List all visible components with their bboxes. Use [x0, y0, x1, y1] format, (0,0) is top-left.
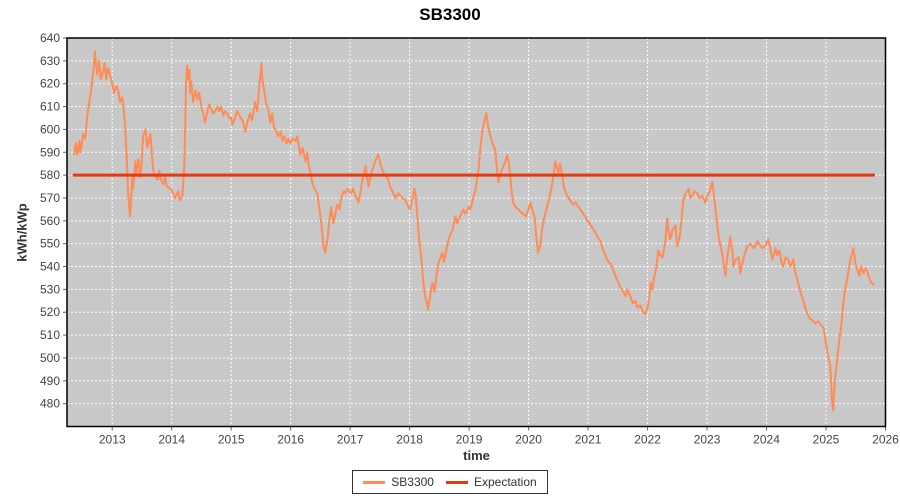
x-tick-label: 2016	[277, 433, 304, 447]
y-tick-label: 540	[40, 260, 60, 274]
legend-label: SB3300	[391, 475, 434, 489]
x-tick-label: 2026	[872, 433, 899, 447]
x-tick-label: 2023	[694, 433, 721, 447]
chart-title: SB3300	[419, 5, 481, 24]
y-tick-label: 550	[40, 237, 60, 251]
series-line-swatch	[363, 480, 386, 484]
y-tick-label: 510	[40, 328, 60, 342]
y-tick-label: 620	[40, 77, 60, 91]
x-tick-label: 2020	[515, 433, 542, 447]
y-tick-label: 570	[40, 191, 60, 205]
y-tick-label: 630	[40, 54, 60, 68]
legend-item-expectation: Expectation	[445, 475, 537, 489]
y-tick-label: 530	[40, 282, 60, 296]
y-tick-label: 580	[40, 168, 60, 182]
y-tick-label: 520	[40, 305, 60, 319]
y-tick-label: 500	[40, 351, 60, 365]
y-tick-label: 480	[40, 397, 60, 411]
x-tick-label: 2024	[753, 433, 780, 447]
x-tick-label: 2014	[158, 433, 185, 447]
x-tick-label: 2013	[99, 433, 126, 447]
series-sb3300-line	[73, 50, 875, 412]
y-tick-label: 490	[40, 374, 60, 388]
x-tick-label: 2022	[634, 433, 661, 447]
legend-box: SB3300 Expectation	[352, 470, 548, 494]
legend-label: Expectation	[473, 475, 537, 489]
y-tick-label: 600	[40, 122, 60, 136]
x-tick-label: 2019	[456, 433, 483, 447]
y-tick-label: 610	[40, 100, 60, 114]
legend-item-sb3300: SB3300	[363, 475, 434, 489]
x-tick-label: 2018	[396, 433, 423, 447]
expectation-line-swatch	[445, 480, 468, 484]
x-tick-label: 2017	[337, 433, 364, 447]
x-tick-label: 2025	[813, 433, 840, 447]
y-tick-label: 590	[40, 145, 60, 159]
y-axis-label: kWh/kWp	[14, 203, 30, 262]
y-tick-label: 560	[40, 214, 60, 228]
plot-background	[67, 38, 886, 427]
x-axis-label: time	[463, 448, 490, 463]
legend: SB3300 Expectation	[0, 470, 900, 494]
x-tick-label: 2021	[575, 433, 602, 447]
plot-border	[66, 37, 887, 428]
x-tick-label: 2015	[218, 433, 245, 447]
y-tick-label: 640	[40, 31, 60, 45]
